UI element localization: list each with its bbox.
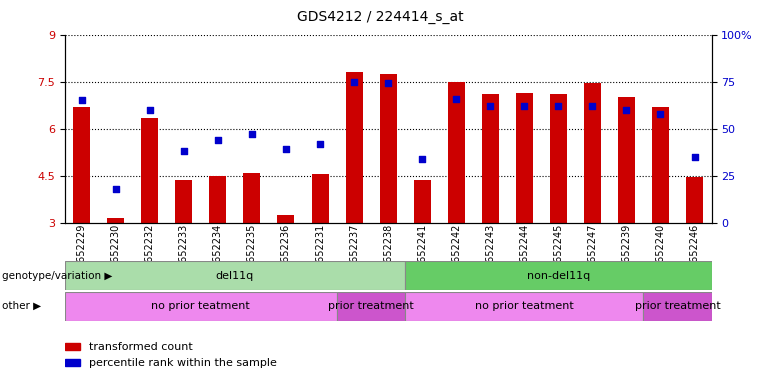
Bar xyxy=(447,82,465,223)
Point xyxy=(620,107,632,113)
Bar xyxy=(142,118,158,223)
Point xyxy=(144,107,156,113)
Bar xyxy=(584,83,601,223)
Point xyxy=(178,148,190,154)
Point xyxy=(246,131,258,137)
Point xyxy=(552,103,565,109)
Bar xyxy=(209,176,227,223)
Bar xyxy=(65,343,80,350)
Point xyxy=(280,146,292,152)
Bar xyxy=(380,74,396,223)
Point xyxy=(689,154,701,160)
Bar xyxy=(482,94,498,223)
Bar xyxy=(311,174,329,223)
Text: other ▶: other ▶ xyxy=(2,301,41,311)
Text: no prior teatment: no prior teatment xyxy=(475,301,574,311)
Text: transformed count: transformed count xyxy=(89,341,193,352)
Point xyxy=(382,80,394,86)
Point xyxy=(654,111,667,117)
Bar xyxy=(175,180,193,223)
Text: genotype/variation ▶: genotype/variation ▶ xyxy=(2,270,113,281)
Point xyxy=(450,96,462,102)
Bar xyxy=(414,180,431,223)
Bar xyxy=(65,359,80,366)
Point xyxy=(518,103,530,109)
Bar xyxy=(618,97,635,223)
Bar xyxy=(65,292,337,321)
Bar xyxy=(549,94,567,223)
Point xyxy=(110,186,122,192)
Bar xyxy=(337,292,405,321)
Point xyxy=(348,79,360,85)
Text: no prior teatment: no prior teatment xyxy=(151,301,250,311)
Point xyxy=(314,141,326,147)
Bar xyxy=(644,292,712,321)
Point xyxy=(416,156,428,162)
Bar xyxy=(405,261,712,290)
Bar xyxy=(405,292,644,321)
Text: GDS4212 / 224414_s_at: GDS4212 / 224414_s_at xyxy=(298,10,463,23)
Text: prior treatment: prior treatment xyxy=(328,301,414,311)
Text: percentile rank within the sample: percentile rank within the sample xyxy=(89,358,276,368)
Point xyxy=(212,137,224,143)
Bar xyxy=(686,177,703,223)
Text: del11q: del11q xyxy=(216,270,254,281)
Bar xyxy=(65,261,405,290)
Text: prior treatment: prior treatment xyxy=(635,301,721,311)
Bar xyxy=(107,218,124,223)
Bar xyxy=(73,107,91,223)
Bar xyxy=(516,93,533,223)
Bar xyxy=(244,172,260,223)
Bar xyxy=(345,72,362,223)
Point xyxy=(75,98,88,104)
Bar xyxy=(278,215,295,223)
Point xyxy=(484,103,496,109)
Text: non-del11q: non-del11q xyxy=(527,270,590,281)
Bar xyxy=(652,107,669,223)
Point xyxy=(586,103,598,109)
